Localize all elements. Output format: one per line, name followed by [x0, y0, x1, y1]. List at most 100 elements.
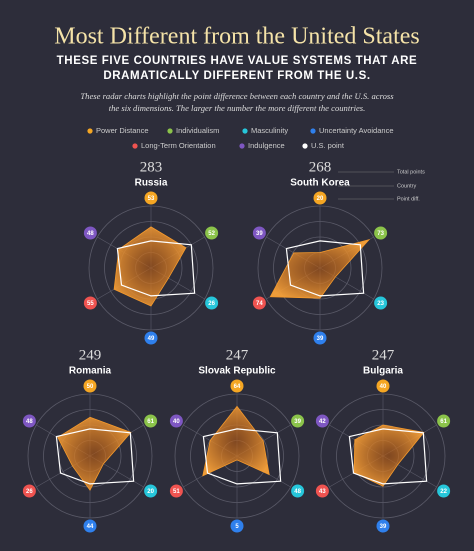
legend-label: Indulgence — [248, 141, 285, 150]
country-area — [113, 226, 187, 307]
us-outline — [285, 240, 365, 297]
value-badge — [144, 484, 158, 498]
country-area — [353, 424, 425, 487]
value-label: 49 — [148, 336, 155, 342]
country-area — [202, 405, 270, 477]
value-badge — [83, 296, 97, 310]
country-name: Russia — [135, 178, 168, 189]
annotation: Point diff. — [397, 196, 420, 202]
value-badge — [437, 484, 451, 498]
value-badge — [315, 414, 329, 428]
value-badge — [252, 226, 266, 240]
us-outline — [55, 428, 135, 485]
country-name: Bulgaria — [363, 366, 403, 377]
value-badge — [313, 191, 327, 205]
legend-swatch — [302, 143, 308, 149]
value-badge — [376, 519, 390, 533]
value-badge — [291, 414, 305, 428]
subtitle: DRAMATICALLY DIFFERENT FROM THE U.S. — [103, 70, 370, 82]
value-label: 61 — [147, 419, 154, 425]
value-label: 55 — [87, 301, 94, 307]
legend-label: Individualism — [176, 126, 219, 135]
annotation: Country — [397, 183, 417, 189]
total-points: 249 — [79, 347, 102, 363]
value-badge — [437, 414, 451, 428]
legend-swatch — [132, 143, 138, 149]
country-name: Romania — [69, 366, 112, 377]
legend-label: Masculinity — [251, 126, 288, 135]
legend-swatch — [87, 128, 93, 134]
us-outline — [348, 428, 428, 485]
value-label: 20 — [147, 489, 154, 495]
us-outline — [202, 428, 282, 485]
legend-label: Power Distance — [96, 126, 149, 135]
country-name: South Korea — [290, 178, 350, 189]
value-label: 22 — [440, 489, 447, 495]
country-area — [269, 238, 371, 299]
total-points: 247 — [226, 347, 249, 363]
value-badge — [22, 484, 36, 498]
value-label: 39 — [256, 231, 263, 237]
legend-swatch — [239, 143, 245, 149]
value-label: 39 — [317, 336, 324, 342]
value-badge — [230, 379, 244, 393]
value-badge — [205, 226, 219, 240]
annotation: Total points — [397, 169, 425, 175]
value-label: 5 — [235, 524, 239, 530]
value-label: 74 — [256, 301, 263, 307]
value-badge — [291, 484, 305, 498]
value-label: 61 — [440, 419, 447, 425]
total-points: 283 — [140, 159, 163, 175]
value-badge — [374, 296, 388, 310]
value-label: 39 — [294, 419, 301, 425]
value-badge — [376, 379, 390, 393]
value-badge — [315, 484, 329, 498]
value-label: 44 — [87, 524, 94, 530]
value-badge — [144, 331, 158, 345]
legend-swatch — [167, 128, 173, 134]
value-label: 50 — [87, 384, 94, 390]
value-label: 39 — [380, 524, 387, 530]
value-label: 64 — [234, 384, 241, 390]
value-badge — [83, 226, 97, 240]
value-label: 43 — [319, 489, 326, 495]
value-label: 40 — [380, 384, 387, 390]
value-badge — [144, 191, 158, 205]
description: the six dimensions. The larger the numbe… — [109, 103, 366, 113]
total-points: 247 — [372, 347, 395, 363]
value-badge — [252, 296, 266, 310]
country-name: Slovak Republic — [198, 366, 276, 377]
subtitle: THESE FIVE COUNTRIES HAVE VALUE SYSTEMS … — [57, 55, 418, 67]
value-badge — [169, 414, 183, 428]
value-badge — [374, 226, 388, 240]
value-badge — [205, 296, 219, 310]
value-label: 52 — [208, 231, 215, 237]
legend-swatch — [310, 128, 316, 134]
us-outline — [116, 240, 196, 297]
legend-label: U.S. point — [311, 141, 345, 150]
value-label: 23 — [377, 301, 384, 307]
legend-swatch — [242, 128, 248, 134]
total-points: 268 — [309, 159, 332, 175]
value-badge — [230, 519, 244, 533]
value-label: 42 — [319, 419, 326, 425]
value-badge — [169, 484, 183, 498]
value-label: 26 — [208, 301, 215, 307]
value-label: 26 — [26, 489, 33, 495]
value-badge — [313, 331, 327, 345]
country-area — [57, 416, 132, 491]
value-label: 20 — [317, 196, 324, 202]
value-badge — [144, 414, 158, 428]
value-label: 48 — [26, 419, 33, 425]
legend-label: Uncertainty Avoidance — [319, 126, 394, 135]
title: Most Different from the United States — [54, 24, 419, 50]
value-label: 73 — [377, 231, 384, 237]
value-badge — [22, 414, 36, 428]
legend-label: Long-Term Orientation — [141, 141, 216, 150]
value-badge — [83, 519, 97, 533]
value-label: 51 — [173, 489, 180, 495]
value-badge — [83, 379, 97, 393]
value-label: 53 — [148, 196, 155, 202]
description: These radar charts highlight the point d… — [80, 91, 394, 101]
